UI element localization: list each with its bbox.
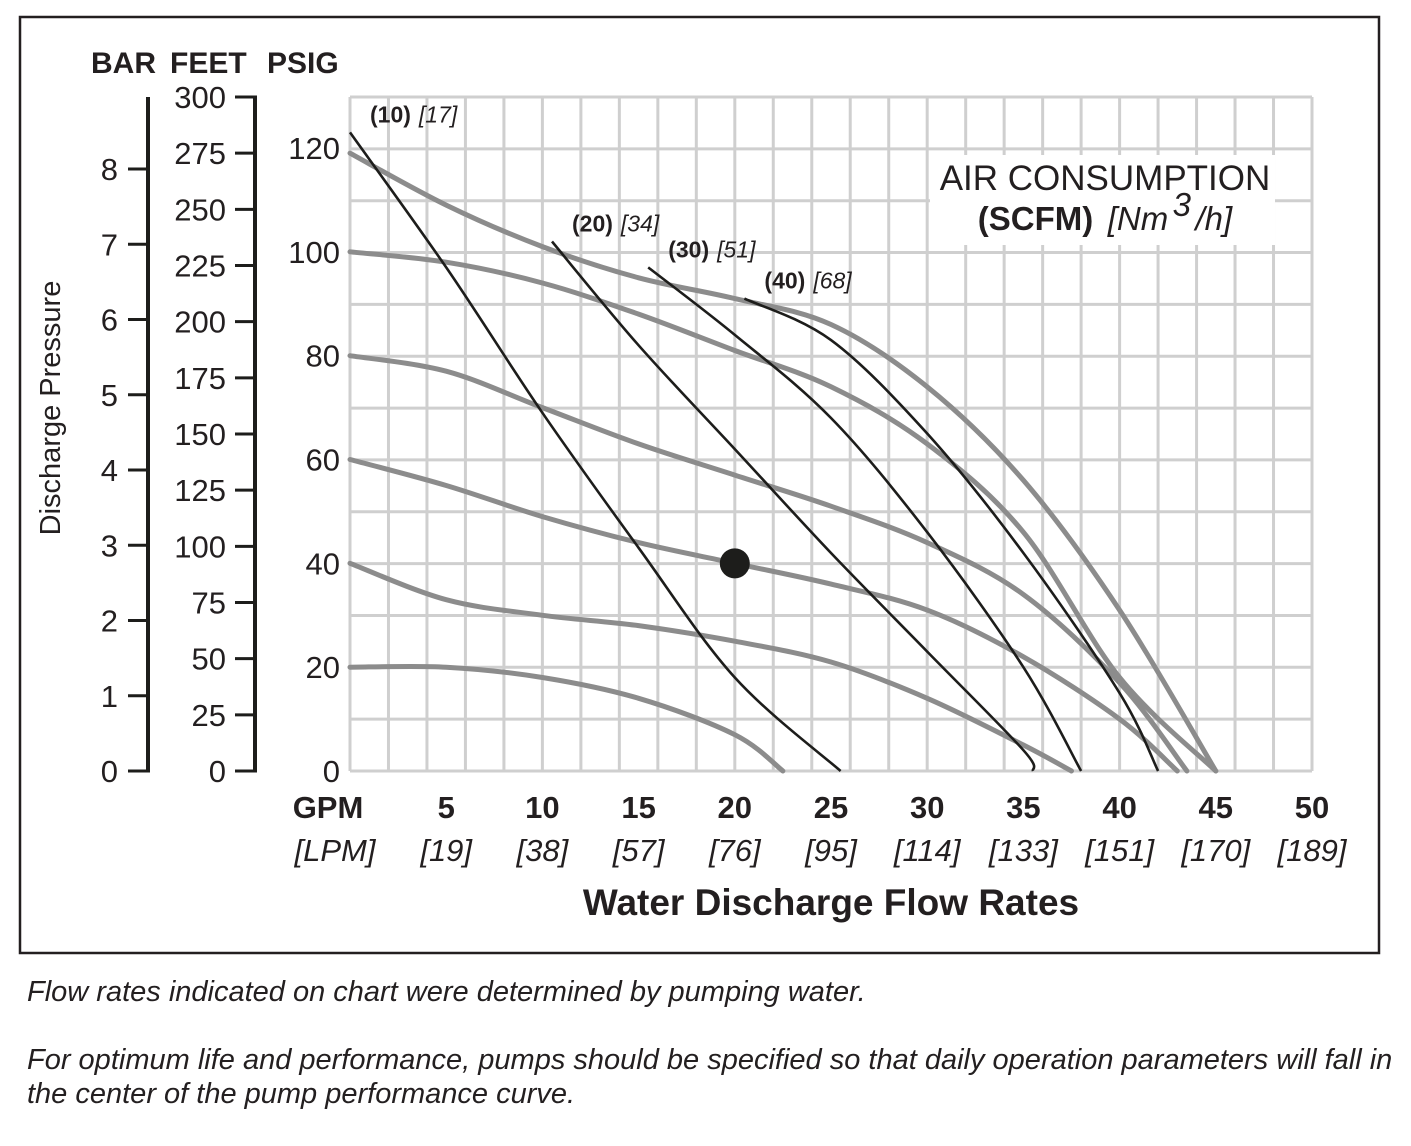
bar-tick-label: 0 — [101, 754, 118, 789]
x-tick-sub-label: [133] — [988, 833, 1059, 868]
x-axis: 5 [19] 10 [38] 15 [57] 20 [76] 25 [95] 30 [114] 35 [1… — [419, 790, 1348, 868]
legend-title: AIR CONSUMPTION — [940, 159, 1271, 198]
operating-point — [719, 548, 750, 579]
x-tick-sub-label: [170] — [1180, 833, 1251, 868]
feet-tick-label: 300 — [174, 80, 226, 115]
psig-tick-label: 120 — [288, 131, 340, 166]
air-curve-label-nm3h: [17] — [418, 101, 458, 127]
feet-tick-label: 225 — [174, 249, 226, 284]
x-tick-label: 40 — [1102, 790, 1136, 825]
chart-frame — [18, 15, 1381, 955]
air-curve-label-scfm: (30) — [668, 236, 709, 262]
air-curve-label-1: (20) [34] — [572, 210, 660, 236]
x-tick-sub-label: [38] — [516, 833, 570, 868]
feet-tick-label: 25 — [192, 698, 226, 733]
x-tick-sub-label: [114] — [893, 833, 962, 868]
x-tick-sub-label: [151] — [1084, 833, 1155, 868]
legend-unit-nm: [Nm — [1107, 200, 1169, 237]
air-consumption-curve-labels: (10) [17] (20) [34] (30) [51] (40) [68] — [370, 101, 852, 293]
x-tick-label: 20 — [718, 790, 752, 825]
feet-tick-label: 150 — [174, 417, 226, 452]
pressure-curve-4 — [347, 249, 1219, 774]
x-tick-label: 15 — [621, 790, 655, 825]
psig-tick-label: 20 — [306, 650, 340, 685]
x-unit-secondary: [LPM] — [294, 833, 377, 868]
x-axis-label: Water Discharge Flow Rates — [583, 882, 1079, 923]
feet-tick-label: 200 — [174, 305, 226, 340]
x-tick-label: 35 — [1006, 790, 1040, 825]
pressure-curve-2 — [347, 457, 1180, 774]
air-curve-3 — [743, 297, 1160, 772]
x-unit-primary: GPM — [293, 790, 364, 825]
air-curve-label-nm3h: [68] — [812, 268, 852, 294]
air-curve-label-scfm: (20) — [572, 210, 613, 236]
legend-unit-scfm: (SCFM) — [978, 200, 1093, 237]
x-tick-label: 25 — [814, 790, 848, 825]
bar-tick-label: 2 — [101, 604, 118, 639]
x-tick-sub-label: [76] — [708, 833, 762, 868]
x-tick-label: 10 — [525, 790, 559, 825]
x-tick-label: 5 — [438, 790, 455, 825]
pressure-curve-3 — [347, 353, 1190, 774]
x-tick-sub-label: [189] — [1277, 833, 1348, 868]
bar-tick-label: 1 — [101, 679, 118, 714]
legend: AIR CONSUMPTION (SCFM) [Nm 3 /h] — [930, 155, 1275, 245]
air-curve-label-3: (40) [68] — [764, 268, 852, 294]
psig-axis-header: PSIG — [267, 47, 339, 80]
bar-tick-label: 6 — [101, 303, 118, 338]
bar-tick-label: 4 — [101, 453, 118, 488]
bar-tick-label: 7 — [101, 227, 118, 262]
y-axis-label: Discharge Pressure — [35, 281, 67, 536]
pressure-curve-5 — [347, 150, 1219, 774]
feet-tick-label: 50 — [192, 642, 226, 677]
x-tick-label: 50 — [1295, 790, 1329, 825]
feet-axis-header: FEET — [170, 47, 247, 80]
note-optimum-life: For optimum life and performance, pumps … — [27, 1044, 1393, 1110]
air-curve-0 — [348, 131, 842, 772]
feet-axis: 0 25 50 75 100 125 150 175 200 225 250 275 300 — [174, 80, 257, 789]
legend-unit-sup: 3 — [1173, 186, 1192, 223]
air-curve-label-0: (10) [17] — [370, 101, 458, 127]
operating-point-layer — [719, 548, 750, 579]
feet-tick-label: 275 — [174, 136, 226, 171]
air-curve-label-nm3h: [34] — [620, 210, 660, 236]
x-tick-sub-label: [57] — [612, 833, 666, 868]
x-tick-label: 45 — [1199, 790, 1233, 825]
feet-tick-label: 75 — [192, 586, 226, 621]
psig-tick-label: 100 — [288, 235, 340, 270]
air-curve-label-2: (30) [51] — [668, 236, 756, 262]
air-curve-1 — [551, 240, 1036, 772]
x-tick-sub-label: [95] — [804, 833, 858, 868]
bar-tick-label: 3 — [101, 528, 118, 563]
bar-tick-label: 8 — [101, 152, 118, 187]
psig-tick-label: 40 — [306, 546, 340, 581]
psig-tick-label: 80 — [306, 339, 340, 374]
air-curve-label-scfm: (10) — [370, 101, 411, 127]
x-tick-label: 30 — [910, 790, 944, 825]
legend-unit: (SCFM) [Nm 3 /h] — [978, 186, 1233, 237]
legend-unit-per-hour: /h] — [1193, 200, 1233, 237]
psig-tick-label: 0 — [323, 754, 340, 789]
pressure-curve-0 — [347, 663, 786, 774]
psig-tick-label: 60 — [306, 443, 340, 478]
feet-tick-label: 100 — [174, 529, 226, 564]
pressure-curves — [347, 150, 1219, 774]
bar-tick-label: 5 — [101, 378, 118, 413]
bar-axis-header: BAR — [91, 47, 156, 80]
x-tick-sub-label: [19] — [419, 833, 473, 868]
feet-tick-label: 250 — [174, 192, 226, 227]
psig-axis: 0 20 40 60 80 100 120 — [288, 131, 340, 789]
air-consumption-curves — [348, 131, 1160, 772]
air-curve-2 — [647, 266, 1083, 772]
bar-axis: 0 1 2 3 4 5 6 7 8 — [101, 97, 150, 789]
air-curve-label-nm3h: [51] — [716, 236, 756, 262]
air-curve-label-scfm: (40) — [764, 268, 805, 294]
feet-tick-label: 175 — [174, 361, 226, 396]
feet-tick-label: 125 — [174, 473, 226, 508]
note-flow-rates: Flow rates indicated on chart were deter… — [27, 976, 866, 1008]
feet-tick-label: 0 — [209, 754, 226, 789]
pressure-curve-1 — [347, 560, 1074, 774]
